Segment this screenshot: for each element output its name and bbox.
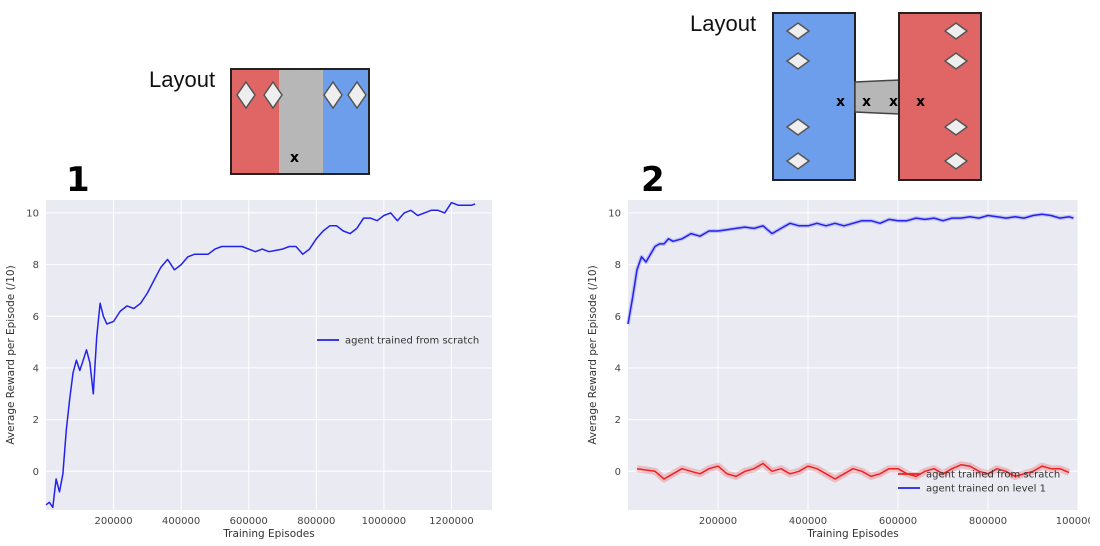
y-tick-label: 10 [26,208,39,219]
x-tick-label: 1200000 [429,516,474,527]
diamond-icon [943,152,969,170]
marker-x: x [889,94,898,110]
plot-area [46,200,492,510]
marker-x: x [290,150,299,166]
series-line [45,201,476,509]
x-tick-label: 600000 [879,516,917,527]
y-axis-label: Average Reward per Episode (/10) [587,265,599,444]
diamond-icon [943,118,969,136]
x-axis-label: Training Episodes [806,528,898,540]
diamond-icon [347,80,367,110]
series-line [636,462,1070,480]
diamond-icon [323,80,343,110]
y-tick-label: 8 [33,260,39,271]
y-tick-label: 0 [615,467,621,478]
x-tick-label: 800000 [969,516,1007,527]
plot-area [628,200,1078,510]
diamond-icon [785,22,811,40]
diamond-icon [943,52,969,70]
y-tick-label: 6 [33,312,39,323]
x-axis-label: Training Episodes [222,528,314,540]
y-tick-label: 4 [615,363,621,374]
y-tick-label: 2 [33,415,39,426]
x-tick-label: 1000000 [362,516,407,527]
x-tick-label: 200000 [699,516,737,527]
legend-entry: agent trained from scratch [926,470,1060,481]
layout-1-border [230,68,370,175]
layout-1-label: Layout [149,67,216,92]
chart-2: 0 2 4 6 8 10 200000 400000 600000 800000 1000000 Tr… [587,200,1090,540]
layout-2-label: Layout [690,11,757,36]
y-tick-label: 4 [33,363,39,374]
diamond-icon [943,22,969,40]
x-tick-label: 400000 [789,516,827,527]
y-tick-label: 0 [33,467,39,478]
x-tick-label: 200000 [94,516,132,527]
marker-x: x [862,94,871,110]
y-tick-label: 6 [615,312,621,323]
red-room [898,12,982,181]
diamond-icon [785,152,811,170]
x-tick-label: 400000 [162,516,200,527]
x-tick-label: 800000 [297,516,335,527]
diamond-icon [236,80,256,110]
series-line [627,213,1074,325]
chart-1: 0 2 4 6 8 10 200000 400000 600000 800000 1000000 12… [5,200,492,540]
legend-entry: agent trained from scratch [345,336,479,347]
legend-entry: agent trained on level 1 [926,484,1046,495]
layout-2-diagram: x x x x [772,12,982,181]
marker-x: x [916,94,925,110]
panel-1-number: 1 [66,160,90,200]
x-tick-label: 1000000 [1056,516,1090,527]
blue-room [772,12,856,181]
marker-x: x [836,94,845,110]
x-tick-label: 600000 [230,516,268,527]
blue-room [323,69,369,174]
y-tick-label: 8 [615,260,621,271]
layout-1-diagram: x [230,68,370,175]
panel-2-number: 2 [641,160,665,200]
diamond-icon [785,118,811,136]
diamond-icon [785,52,811,70]
y-tick-label: 2 [615,415,621,426]
y-axis-label: Average Reward per Episode (/10) [5,265,17,444]
diamond-icon [263,80,283,110]
y-tick-label: 10 [608,208,621,219]
grey-corridor [279,69,323,174]
